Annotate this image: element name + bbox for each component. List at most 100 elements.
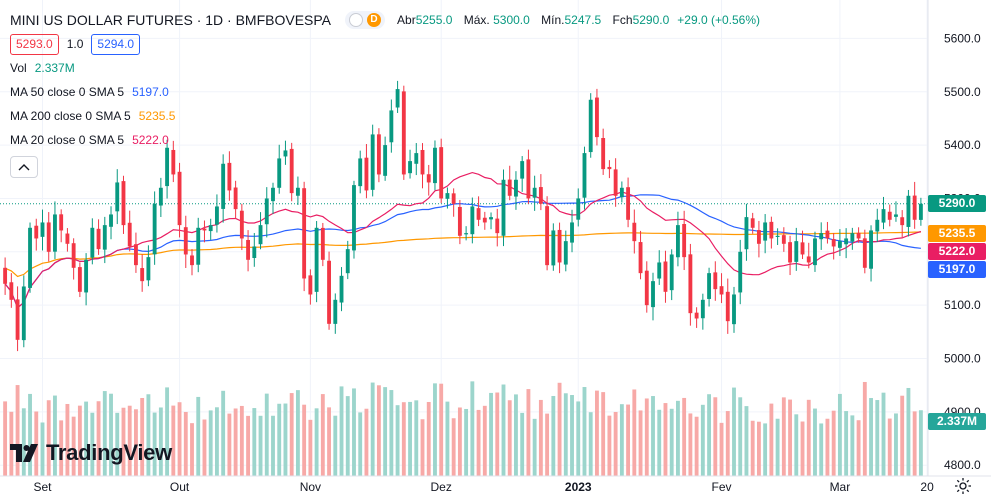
volume-bar bbox=[252, 408, 257, 476]
volume-bar bbox=[613, 411, 618, 476]
change-value: +29.0 (+0.56%) bbox=[677, 13, 760, 27]
volume-bar bbox=[283, 403, 288, 476]
volume-bar bbox=[719, 422, 724, 476]
price-tick-label: 5000.0 bbox=[944, 352, 981, 366]
volume-bar bbox=[470, 381, 475, 476]
candle-body bbox=[900, 217, 905, 226]
collapse-legend-button[interactable] bbox=[10, 156, 38, 178]
candle-body bbox=[563, 241, 568, 265]
volume-bar bbox=[651, 396, 655, 476]
ohlc-values: Abr5255.0 Máx. 5300.0 Mín.5247.5 Fch5290… bbox=[397, 13, 768, 27]
indicator-ma200[interactable]: MA 200 close 0 SMA 5 5235.5 bbox=[10, 104, 768, 128]
volume-bar bbox=[370, 382, 375, 476]
ma50-line bbox=[4, 194, 921, 309]
volume-bar bbox=[376, 385, 381, 476]
sell-button[interactable]: 5293.0 bbox=[10, 33, 59, 55]
candle-body bbox=[526, 159, 531, 199]
volume-bar bbox=[158, 407, 163, 476]
volume-bar bbox=[831, 410, 836, 476]
volume-bar bbox=[277, 403, 282, 476]
candle-body bbox=[395, 89, 400, 108]
candle-body bbox=[40, 222, 45, 237]
tradingview-logo[interactable]: TradingView bbox=[10, 440, 172, 466]
candle-body bbox=[364, 157, 369, 191]
volume-bar bbox=[190, 423, 194, 476]
candle-body bbox=[682, 224, 687, 258]
volume-bar bbox=[495, 392, 500, 476]
volume-bar bbox=[439, 383, 444, 476]
candle-body bbox=[470, 206, 475, 235]
volume-bar bbox=[84, 401, 89, 476]
volume-bar bbox=[109, 393, 113, 476]
time-tick-label: Mar bbox=[830, 480, 851, 494]
candle-body bbox=[756, 230, 761, 244]
volume-bar bbox=[395, 405, 400, 476]
candle-body bbox=[140, 268, 145, 282]
delayed-data-icon: D bbox=[367, 13, 382, 27]
volume-bar bbox=[906, 387, 911, 476]
volume-bar bbox=[507, 400, 512, 476]
volume-bar bbox=[682, 397, 687, 476]
candle-body bbox=[165, 147, 170, 187]
volume-bar bbox=[152, 412, 157, 476]
candle-body bbox=[688, 254, 693, 314]
candle-body bbox=[65, 233, 70, 244]
candle-body bbox=[21, 286, 26, 341]
candle-body bbox=[308, 275, 313, 295]
volume-bar bbox=[414, 400, 419, 476]
indicator-ma50[interactable]: MA 50 close 0 SMA 5 5197.0 bbox=[10, 80, 768, 104]
candle-body bbox=[744, 217, 749, 250]
volume-bar bbox=[345, 396, 350, 476]
ma20-price-tag: 5222.0 bbox=[928, 243, 986, 260]
candle-body bbox=[34, 225, 39, 239]
chevron-up-icon bbox=[18, 164, 30, 171]
candle-body bbox=[221, 163, 226, 209]
buy-button[interactable]: 5294.0 bbox=[91, 33, 141, 55]
candles bbox=[3, 80, 923, 352]
volume-bar bbox=[781, 397, 786, 476]
candle-body bbox=[489, 217, 493, 220]
volume-bar bbox=[538, 399, 543, 476]
price-tick-label: 5500.0 bbox=[944, 85, 981, 99]
volume-bar bbox=[433, 383, 437, 476]
volume-bar bbox=[713, 397, 718, 476]
volume-bar bbox=[775, 418, 780, 476]
candle-body bbox=[59, 214, 64, 231]
candle-body bbox=[15, 299, 20, 340]
candle-body bbox=[894, 214, 898, 217]
volume-bar bbox=[501, 384, 506, 476]
vol-label: Vol bbox=[10, 61, 27, 75]
candle-body bbox=[408, 161, 412, 174]
volume-bar bbox=[364, 408, 369, 476]
candle-body bbox=[595, 97, 599, 138]
volume-bar bbox=[271, 415, 275, 476]
volume-bar bbox=[744, 406, 749, 476]
source-badge[interactable]: D bbox=[345, 11, 386, 29]
price-tick-label: 5100.0 bbox=[944, 298, 981, 312]
settings-gear-icon[interactable] bbox=[954, 477, 972, 495]
indicator-vol[interactable]: Vol 2.337M bbox=[10, 56, 768, 80]
volume-bar bbox=[545, 413, 550, 476]
volume-bar bbox=[208, 410, 213, 476]
symbol-title[interactable]: MINI US DOLLAR FUTURES · 1D · BMFBOVESPA bbox=[10, 12, 332, 28]
candle-body bbox=[352, 185, 356, 251]
candle-body bbox=[794, 241, 799, 262]
candle-body bbox=[632, 222, 637, 242]
candle-body bbox=[208, 225, 213, 232]
volume-bar bbox=[657, 409, 662, 476]
volume-bar bbox=[644, 398, 649, 476]
candle-body bbox=[657, 262, 662, 279]
volume-bar bbox=[464, 408, 469, 476]
candle-body bbox=[881, 209, 886, 223]
volume-bar bbox=[196, 396, 201, 476]
quantity-value[interactable]: 1.0 bbox=[66, 37, 84, 51]
candle-body bbox=[445, 193, 450, 199]
brand-name: TradingView bbox=[46, 440, 172, 465]
indicator-ma20[interactable]: MA 20 close 0 SMA 5 5222.0 bbox=[10, 128, 768, 152]
volume-bar bbox=[28, 393, 32, 476]
candle-body bbox=[370, 134, 375, 190]
time-axis: Set Out Nov Dez 2023 Fev Mar 20 bbox=[33, 480, 934, 494]
candle-body bbox=[769, 221, 774, 239]
volume-bar bbox=[134, 409, 138, 476]
